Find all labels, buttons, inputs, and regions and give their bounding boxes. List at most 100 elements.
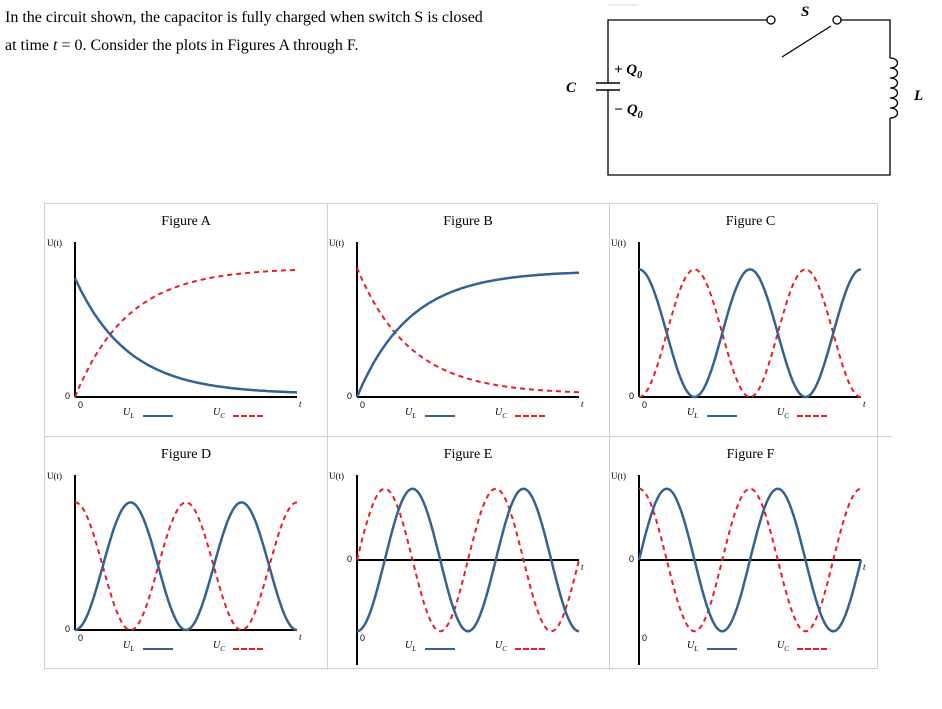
figure-plot	[638, 242, 862, 399]
legend-u-l-text: U	[123, 640, 131, 651]
legend-u-c-swatch	[233, 648, 263, 650]
t-axis-label: t	[863, 562, 866, 572]
legend-u-c-label: UC	[495, 407, 507, 420]
plus-charge-label: + Q0	[614, 62, 642, 81]
legend-u-c-label: UC	[495, 640, 507, 653]
x-zero-label: 0	[360, 400, 366, 410]
y-zero-label: 0	[65, 624, 71, 634]
series-u-l-line	[73, 277, 298, 394]
question-line-2-pre: at time	[5, 37, 53, 54]
y-zero-label: 0	[347, 554, 353, 564]
series-u-c-line	[74, 501, 298, 632]
legend-u-c-label: UC	[777, 640, 789, 653]
bottom-wire	[607, 104, 891, 176]
legend-u-c-swatch	[233, 415, 263, 417]
y-axis-label: U(t)	[329, 238, 344, 248]
legend-u-l-swatch	[707, 415, 737, 417]
plus-charge-sub: 0	[637, 70, 642, 81]
legend-u-l-label: UL	[123, 407, 134, 420]
series-u-c-line	[74, 268, 298, 398]
minus-charge-label: − Q0	[614, 102, 643, 121]
legend-u-c-sub: C	[784, 645, 789, 653]
legend-u-c-sub: C	[502, 412, 507, 420]
inductor-coil	[889, 57, 899, 119]
legend-u-l-swatch	[425, 648, 455, 650]
legend-u-l-label: UL	[405, 640, 416, 653]
legend-u-c-text: U	[777, 640, 785, 651]
legend-u-c-text: U	[495, 407, 503, 418]
legend-u-l-swatch	[143, 648, 173, 650]
series-u-c-line	[356, 487, 580, 633]
figure-title: Figure B	[443, 214, 493, 229]
t-axis-label: t	[299, 632, 302, 642]
legend-u-l-swatch	[707, 648, 737, 650]
switch-blade	[781, 25, 832, 58]
y-axis-label: U(t)	[47, 471, 62, 481]
legend-u-c-sub: C	[220, 412, 225, 420]
switch-terminal-left	[766, 15, 776, 25]
legend-u-l-text: U	[687, 407, 695, 418]
legend-u-c-swatch	[797, 415, 827, 417]
series-u-l-line	[637, 487, 863, 633]
figure-panel-a: Figure A U(t) 0 0 t UL UC	[45, 204, 328, 437]
question-line-1: In the circuit shown, the capacitor is f…	[5, 9, 483, 26]
y-axis-label: U(t)	[611, 238, 626, 248]
legend-u-l-sub: L	[412, 412, 417, 420]
figure-plot	[74, 475, 298, 632]
legend-u-c-swatch	[797, 648, 827, 650]
legend-u-c-swatch	[515, 648, 545, 650]
figure-plot	[356, 475, 580, 665]
legend-u-c-sub: C	[784, 412, 789, 420]
x-zero-label: 0	[360, 633, 366, 643]
y-zero-label: 0	[629, 554, 635, 564]
y-axis-label: U(t)	[47, 238, 62, 248]
legend-u-c-label: UC	[777, 407, 789, 420]
legend-u-l-text: U	[687, 640, 695, 651]
x-zero-label: 0	[642, 400, 648, 410]
figure-panel-e: Figure E U(t) 0 0 t UL UC	[327, 437, 610, 670]
legend-u-l-sub: L	[694, 412, 699, 420]
figure-title: Figure A	[161, 214, 211, 229]
question-text: In the circuit shown, the capacitor is f…	[5, 4, 565, 60]
t-axis-label: t	[863, 399, 866, 409]
legend-u-l-label: UL	[123, 640, 134, 653]
legend-u-c-sub: C	[220, 645, 225, 653]
figure-panel-b: Figure B U(t) 0 0 t UL UC	[327, 204, 610, 437]
legend-u-l-text: U	[405, 407, 413, 418]
y-axis-label: U(t)	[329, 471, 344, 481]
legend-u-l-text: U	[123, 407, 131, 418]
figure-plot	[355, 242, 580, 398]
legend-u-l-sub: L	[130, 645, 135, 653]
legend-u-l-label: UL	[687, 640, 698, 653]
legend-u-l-sub: L	[694, 645, 699, 653]
question-line-2: at time t = 0. Consider the plots in Fig…	[5, 32, 565, 60]
legend-u-l-sub: L	[412, 645, 417, 653]
question-line-2-post: = 0. Consider the plots in Figures A thr…	[57, 37, 359, 54]
figure-title: Figure E	[443, 447, 493, 462]
figure-title: Figure D	[160, 447, 212, 462]
switch-terminal-right	[832, 15, 842, 25]
series-u-c-line	[356, 267, 580, 394]
time-variable: t	[52, 37, 58, 54]
lc-circuit-diagram: S L C + Q0 − Q0	[566, 4, 923, 176]
figure-plot	[637, 475, 863, 665]
x-zero-label: 0	[78, 400, 84, 410]
x-zero-label: 0	[78, 633, 84, 643]
figure-plot	[73, 242, 298, 398]
legend-u-c-label: UC	[213, 407, 225, 420]
legend-u-c-text: U	[213, 407, 221, 418]
legend-u-c-sub: C	[502, 645, 507, 653]
series-u-l-line	[74, 501, 298, 632]
y-zero-label: 0	[629, 391, 635, 401]
inductor-label: L	[913, 88, 923, 104]
legend-u-l-label: UL	[687, 407, 698, 420]
figure-title: Figure F	[726, 447, 775, 462]
switch-label: S	[801, 4, 809, 20]
t-axis-label: t	[581, 562, 584, 572]
legend-u-c-label: UC	[213, 640, 225, 653]
x-zero-label: 0	[642, 633, 648, 643]
capacitor-label: C	[566, 80, 577, 96]
figure-grid: Figure A U(t) 0 0 t UL UC Figure B U(t) 0 0 t UL UC Fi…	[44, 203, 892, 670]
legend-u-c-text: U	[777, 407, 785, 418]
legend-u-c-text: U	[213, 640, 221, 651]
